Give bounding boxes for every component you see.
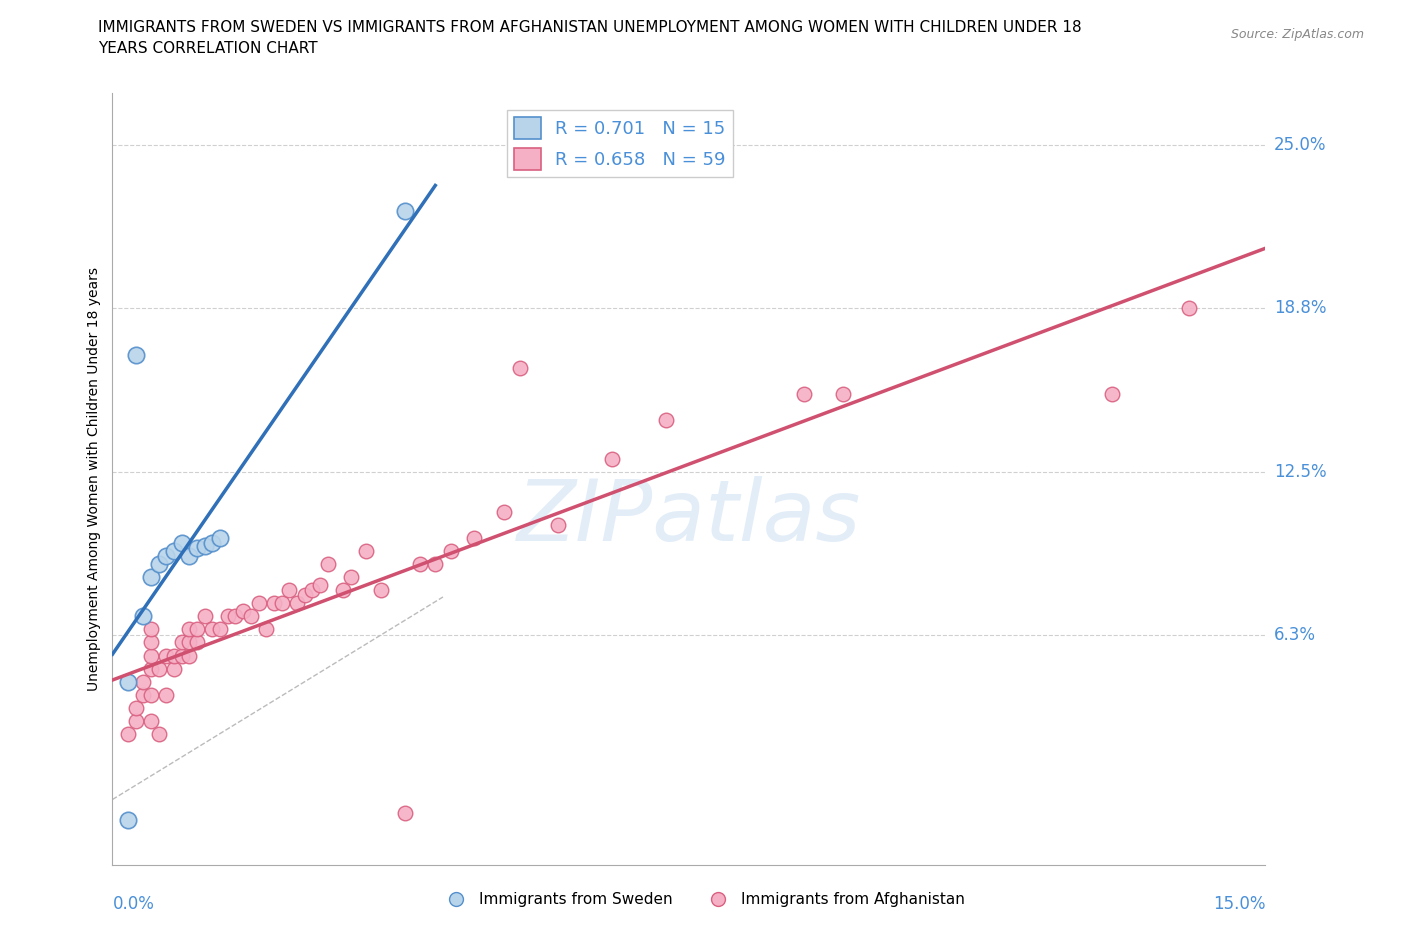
Point [316,556,339,571]
Point [194,609,217,624]
Point [155,648,177,663]
Point [132,674,155,689]
Point [309,578,332,592]
Text: 18.8%: 18.8% [1274,299,1326,316]
Point [139,570,162,585]
Point [294,588,316,603]
Point [270,596,292,611]
Point [170,635,193,650]
Point [132,609,155,624]
Point [354,543,377,558]
Point [139,687,162,702]
Point [170,648,193,663]
Point [139,635,162,650]
Text: 6.3%: 6.3% [1274,626,1316,644]
Point [463,530,485,545]
Point [186,635,208,650]
Point [239,609,262,624]
Point [494,504,516,519]
Text: 25.0%: 25.0% [1274,137,1326,154]
Point [831,387,853,402]
Text: 12.5%: 12.5% [1274,463,1326,482]
Point [232,604,254,618]
Point [394,805,416,820]
Point [179,635,201,650]
Point [179,622,201,637]
Point [285,596,308,611]
Point [179,549,201,564]
Point [394,204,416,219]
Point [163,661,186,676]
Point [148,556,170,571]
Point [370,583,392,598]
Point [655,413,678,428]
Point [117,813,139,828]
Point [254,622,277,637]
Point [139,648,162,663]
Point [332,583,354,598]
Point [793,387,815,402]
Point [440,543,463,558]
Point [278,583,301,598]
Point [170,536,193,551]
Point [155,549,177,564]
Point [201,536,224,551]
Point [600,452,623,467]
Point [148,661,170,676]
Point [117,726,139,741]
Point [509,360,531,375]
Point [217,609,239,624]
Point [547,517,569,532]
Point [163,648,186,663]
Y-axis label: Unemployment Among Women with Children Under 18 years: Unemployment Among Women with Children U… [87,267,101,691]
Point [179,648,201,663]
Point [132,687,155,702]
Point [124,713,146,728]
Point [209,530,232,545]
Legend: R = 0.701   N = 15, R = 0.658   N = 59: R = 0.701 N = 15, R = 0.658 N = 59 [506,110,733,178]
Text: 15.0%: 15.0% [1213,896,1265,913]
Point [163,543,186,558]
Point [201,622,224,637]
Point [139,713,162,728]
Text: ZIPatlas: ZIPatlas [517,476,860,559]
Text: YEARS CORRELATION CHART: YEARS CORRELATION CHART [98,41,318,56]
Point [194,538,217,553]
Point [117,674,139,689]
Text: 0.0%: 0.0% [112,896,155,913]
Point [425,556,447,571]
Point [124,700,146,715]
Point [139,661,162,676]
Point [1101,387,1123,402]
Text: Source: ZipAtlas.com: Source: ZipAtlas.com [1230,28,1364,41]
Legend: Immigrants from Sweden, Immigrants from Afghanistan: Immigrants from Sweden, Immigrants from … [434,886,972,913]
Point [263,596,285,611]
Text: IMMIGRANTS FROM SWEDEN VS IMMIGRANTS FROM AFGHANISTAN UNEMPLOYMENT AMONG WOMEN W: IMMIGRANTS FROM SWEDEN VS IMMIGRANTS FRO… [98,20,1083,35]
Point [247,596,270,611]
Point [224,609,246,624]
Point [339,570,361,585]
Point [186,622,208,637]
Point [155,687,177,702]
Point [148,726,170,741]
Point [1177,300,1199,315]
Point [409,556,432,571]
Point [301,583,323,598]
Point [124,347,146,362]
Point [209,622,232,637]
Point [139,622,162,637]
Point [186,541,208,556]
